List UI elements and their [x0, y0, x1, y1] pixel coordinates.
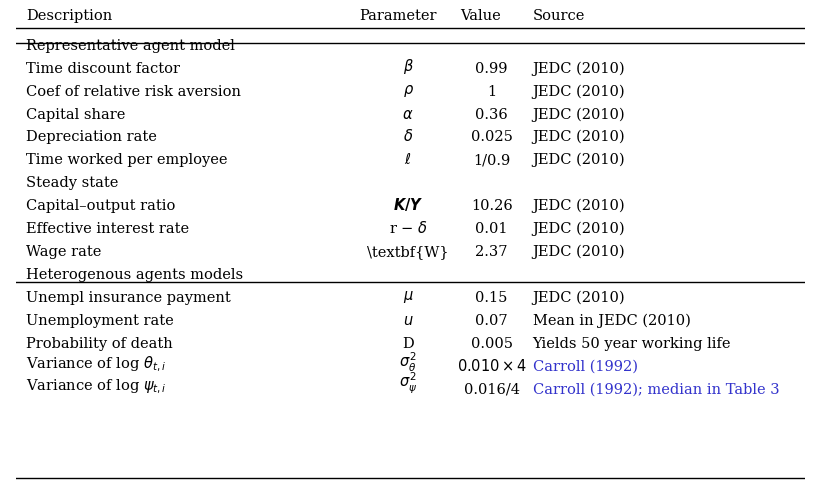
Text: JEDC (2010): JEDC (2010): [533, 199, 626, 213]
Text: Variance of log $\psi_{t,i}$: Variance of log $\psi_{t,i}$: [26, 378, 167, 397]
Text: Capital share: Capital share: [26, 107, 126, 122]
Text: JEDC (2010): JEDC (2010): [533, 222, 626, 236]
Text: $\delta$: $\delta$: [403, 129, 413, 145]
Text: Capital–output ratio: Capital–output ratio: [26, 199, 175, 213]
Text: Time worked per employee: Time worked per employee: [26, 154, 227, 167]
Text: 0.016/4: 0.016/4: [464, 382, 520, 397]
Text: $\sigma_{\theta}^{2}$: $\sigma_{\theta}^{2}$: [400, 350, 417, 374]
Text: 0.025: 0.025: [470, 131, 512, 145]
Text: Representative agent model: Representative agent model: [26, 39, 235, 53]
Text: Variance of log $\theta_{t,i}$: Variance of log $\theta_{t,i}$: [26, 354, 166, 374]
Text: JEDC (2010): JEDC (2010): [533, 107, 626, 122]
Text: $0.010 \times 4$: $0.010 \times 4$: [456, 357, 527, 374]
Text: D: D: [402, 336, 414, 350]
Text: 1: 1: [487, 84, 496, 99]
Text: Unemployment rate: Unemployment rate: [26, 314, 173, 328]
Text: 0.36: 0.36: [475, 107, 508, 122]
Text: $\boldsymbol{K/Y}$: $\boldsymbol{K/Y}$: [393, 196, 424, 213]
Text: \textbf{W}: \textbf{W}: [367, 245, 449, 259]
Text: JEDC (2010): JEDC (2010): [533, 245, 626, 259]
Text: Yields 50 year working life: Yields 50 year working life: [533, 336, 732, 350]
Text: Parameter: Parameter: [360, 9, 437, 23]
Text: Heterogenous agents models: Heterogenous agents models: [26, 268, 243, 282]
Text: Depreciation rate: Depreciation rate: [26, 131, 157, 145]
Text: 0.99: 0.99: [475, 62, 508, 76]
Text: 10.26: 10.26: [470, 199, 512, 213]
Text: Unempl insurance payment: Unempl insurance payment: [26, 291, 231, 305]
Text: 0.15: 0.15: [475, 291, 508, 305]
Text: $\ell$: $\ell$: [405, 153, 412, 167]
Text: JEDC (2010): JEDC (2010): [533, 84, 626, 99]
Text: Description: Description: [26, 9, 112, 23]
Text: Probability of death: Probability of death: [26, 336, 172, 350]
Text: Coef of relative risk aversion: Coef of relative risk aversion: [26, 84, 241, 99]
Text: Time discount factor: Time discount factor: [26, 62, 180, 76]
Text: JEDC (2010): JEDC (2010): [533, 153, 626, 167]
Text: $\mu$: $\mu$: [403, 289, 414, 305]
Text: $\rho$: $\rho$: [402, 83, 414, 99]
Text: Wage rate: Wage rate: [26, 245, 101, 259]
Text: JEDC (2010): JEDC (2010): [533, 62, 626, 76]
Text: 0.07: 0.07: [475, 314, 508, 328]
Text: 1/0.9: 1/0.9: [473, 154, 511, 167]
Text: Value: Value: [460, 9, 501, 23]
Text: $\alpha$: $\alpha$: [402, 107, 414, 122]
Text: JEDC (2010): JEDC (2010): [533, 130, 626, 145]
Text: Source: Source: [533, 9, 585, 23]
Text: Carroll (1992); median in Table 3: Carroll (1992); median in Table 3: [533, 382, 779, 397]
Text: Steady state: Steady state: [26, 176, 118, 190]
Text: JEDC (2010): JEDC (2010): [533, 290, 626, 305]
Text: $\beta$: $\beta$: [402, 57, 414, 76]
Text: 0.01: 0.01: [475, 222, 508, 236]
Text: $\sigma_{\psi}^{2}$: $\sigma_{\psi}^{2}$: [399, 371, 417, 397]
Text: r $-$ $\delta$: r $-$ $\delta$: [388, 220, 428, 236]
Text: Effective interest rate: Effective interest rate: [26, 222, 189, 236]
Text: $u$: $u$: [403, 314, 414, 328]
Text: 0.005: 0.005: [470, 336, 512, 350]
Text: 2.37: 2.37: [475, 245, 508, 259]
Text: Carroll (1992): Carroll (1992): [533, 359, 638, 374]
Text: Mean in JEDC (2010): Mean in JEDC (2010): [533, 313, 690, 328]
